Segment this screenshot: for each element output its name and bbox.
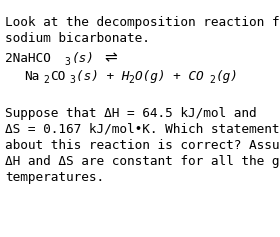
Text: 3: 3 bbox=[64, 57, 70, 67]
Text: CO: CO bbox=[50, 70, 65, 83]
Text: O(g) + CO: O(g) + CO bbox=[135, 70, 204, 83]
Text: Look at the decomposition reaction for: Look at the decomposition reaction for bbox=[5, 16, 280, 29]
Text: ⇌: ⇌ bbox=[104, 50, 117, 65]
Text: Na: Na bbox=[24, 70, 39, 83]
Text: 2: 2 bbox=[209, 75, 215, 85]
Text: 2: 2 bbox=[128, 75, 134, 85]
Text: sodium bicarbonate.: sodium bicarbonate. bbox=[5, 32, 150, 45]
Text: 2: 2 bbox=[43, 75, 49, 85]
Text: (g): (g) bbox=[216, 70, 239, 83]
Text: ΔS = 0.167 kJ/mol•K. Which statement: ΔS = 0.167 kJ/mol•K. Which statement bbox=[5, 123, 279, 136]
Text: temperatures.: temperatures. bbox=[5, 171, 104, 184]
Text: about this reaction is correct? Assume that: about this reaction is correct? Assume t… bbox=[5, 139, 280, 152]
Text: (s): (s) bbox=[72, 52, 95, 65]
Text: (s) + H: (s) + H bbox=[76, 70, 129, 83]
Text: Suppose that ΔH = 64.5 kJ/mol and: Suppose that ΔH = 64.5 kJ/mol and bbox=[5, 107, 257, 120]
Text: 2NaHCO: 2NaHCO bbox=[5, 52, 51, 65]
Text: ΔH and ΔS are constant for all the given: ΔH and ΔS are constant for all the given bbox=[5, 155, 280, 168]
Text: 3: 3 bbox=[69, 75, 75, 85]
